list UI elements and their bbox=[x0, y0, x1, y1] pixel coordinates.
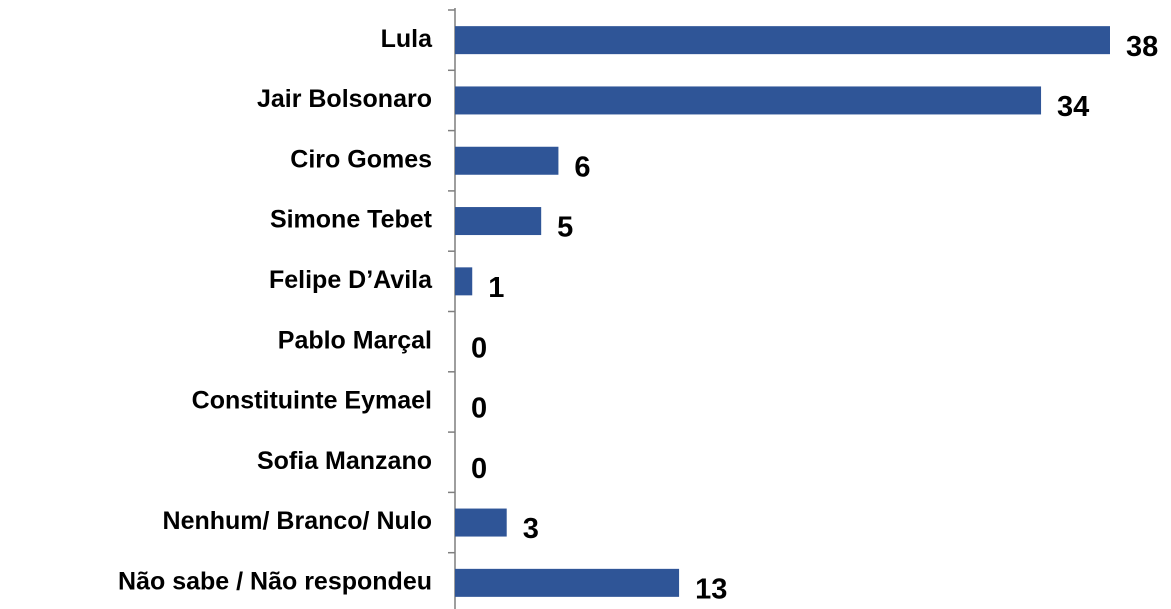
bar bbox=[455, 568, 680, 597]
category-label: Felipe D’Avila bbox=[269, 266, 433, 294]
data-label: 0 bbox=[471, 332, 487, 364]
bar bbox=[455, 267, 473, 296]
bar bbox=[455, 207, 542, 236]
data-label: 5 bbox=[557, 212, 573, 244]
category-label: Ciro Gomes bbox=[290, 145, 432, 173]
category-label: Constituinte Eymael bbox=[192, 387, 432, 415]
data-label: 1 bbox=[488, 272, 504, 304]
category-label: Não sabe / Não respondeu bbox=[118, 567, 432, 595]
category-label: Nenhum/ Branco/ Nulo bbox=[163, 507, 432, 535]
category-label: Sofia Manzano bbox=[257, 447, 432, 475]
category-label: Lula bbox=[381, 25, 433, 53]
bar bbox=[455, 508, 507, 537]
bar bbox=[455, 146, 559, 175]
data-label: 6 bbox=[574, 151, 590, 183]
category-label: Pablo Marçal bbox=[278, 326, 432, 354]
data-label: 3 bbox=[523, 513, 539, 545]
data-label: 34 bbox=[1057, 91, 1089, 123]
category-label: Jair Bolsonaro bbox=[257, 85, 432, 113]
data-label: 13 bbox=[695, 574, 727, 606]
bar bbox=[455, 26, 1110, 55]
category-label: Simone Tebet bbox=[270, 206, 433, 234]
data-label: 0 bbox=[471, 393, 487, 425]
bar bbox=[455, 86, 1042, 115]
data-label: 0 bbox=[471, 453, 487, 485]
data-label: 38 bbox=[1126, 31, 1158, 63]
